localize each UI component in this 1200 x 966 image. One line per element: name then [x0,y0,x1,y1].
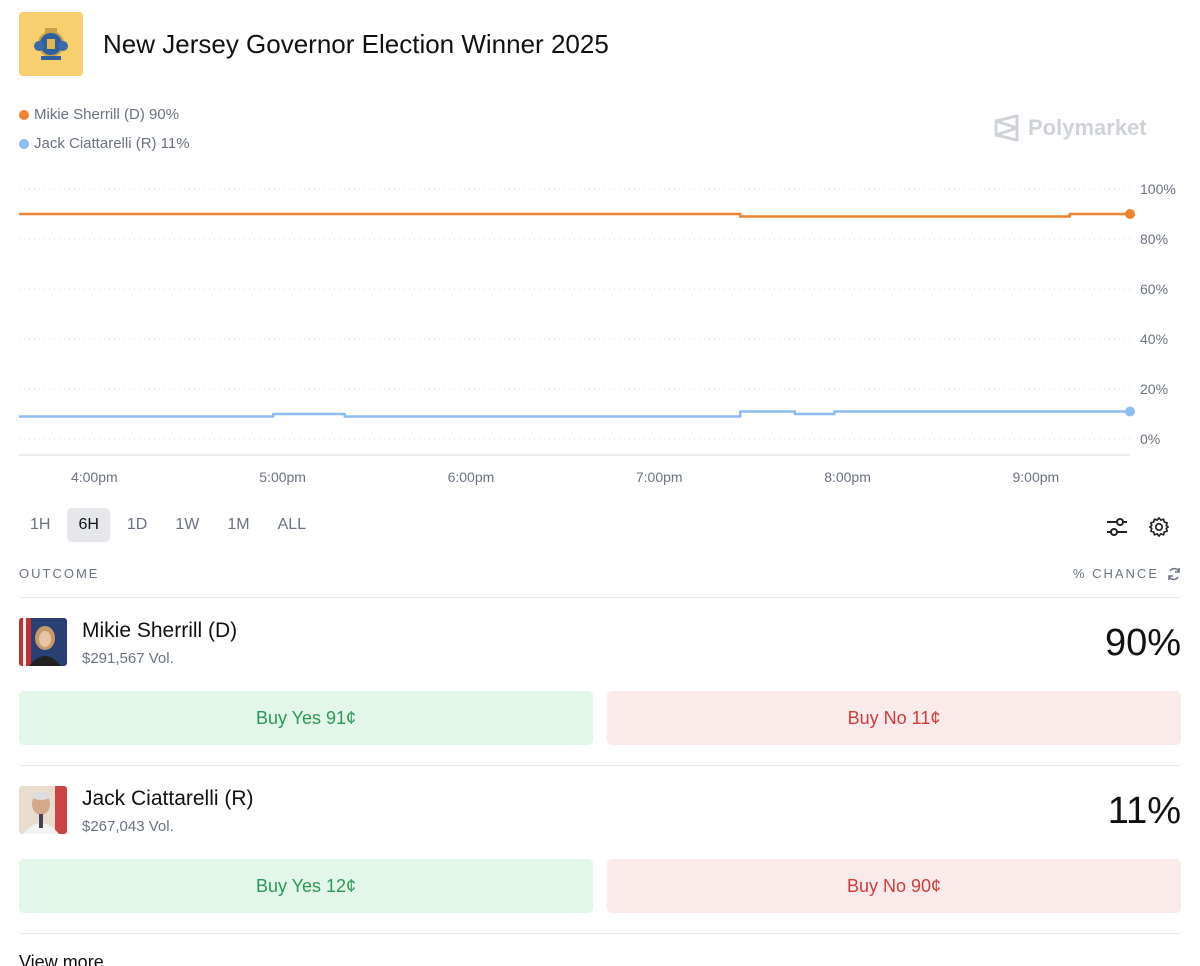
range-1h-button[interactable]: 1H [30,516,51,533]
nj-flag-icon [19,12,83,76]
polymarket-logo-icon [994,114,1019,142]
range-all-button[interactable]: ALL [277,516,307,533]
series-end-point-1 [1125,406,1135,417]
price-chart: 100% 80% 60% 40% 20% 0% 4:00pm 5:00pm 6:00pm 7:00… [19,181,1176,485]
view-more-link[interactable]: View more [19,952,104,966]
legend-item-sherrill: Mikie Sherrill (D) 90% [19,100,190,129]
outcome-name[interactable]: Jack Ciattarelli (R) [82,787,254,810]
outcome-name[interactable]: Mikie Sherrill (D) [82,619,238,642]
x-tick-label: 5:00pm [259,469,306,485]
x-tick-label: 4:00pm [71,469,118,485]
legend-item-ciattarelli: Jack Ciattarelli (R) 11% [19,129,190,158]
sliders-icon[interactable] [1104,514,1130,540]
avatar-sherrill [19,618,67,666]
chart-tools [1104,514,1172,540]
x-tick-label: 9:00pm [1012,469,1059,485]
chance-column-header: % CHANCE [1073,566,1181,581]
series-end-point-0 [1125,209,1135,219]
y-tick-label: 0% [1140,431,1160,447]
x-tick-label: 8:00pm [824,469,871,485]
divider [19,765,1181,766]
y-tick-label: 80% [1140,231,1168,247]
outcome-percent: 11% [1107,790,1181,832]
series-line-0 [19,212,1130,218]
range-1d-button[interactable]: 1D [126,516,148,533]
brand-name: Polymarket [1028,115,1147,140]
polymarket-watermark: Polymarket [994,114,1147,142]
series-line-1 [19,410,1130,418]
range-1m-button[interactable]: 1M [227,516,250,533]
outcome-percent: 90% [1104,622,1181,664]
range-1w-button[interactable]: 1W [175,516,200,533]
outcome-row-sherrill: Mikie Sherrill (D) $291,567 Vol. 90% Buy… [19,618,1181,778]
outcome-table-header: OUTCOME % CHANCE [19,566,1181,581]
legend-label-ciattarelli: Jack Ciattarelli (R) 11% [34,135,190,152]
y-tick-label: 60% [1140,281,1168,297]
outcome-row-ciattarelli: Jack Ciattarelli (R) $267,043 Vol. 11% B… [19,786,1181,946]
divider [19,597,1181,598]
buy-yes-button[interactable]: Buy Yes 91¢ [19,691,593,745]
x-tick-label: 6:00pm [448,469,495,485]
chance-column-label: % CHANCE [1072,566,1159,581]
y-tick-label: 100% [1140,181,1176,197]
divider [19,933,1181,934]
refresh-icon[interactable] [1167,567,1181,581]
y-tick-label: 20% [1140,381,1168,397]
legend-dot-ciattarelli [19,138,29,149]
avatar-ciattarelli [19,786,67,834]
x-tick-label: 7:00pm [636,469,683,485]
buy-no-button[interactable]: Buy No 11¢ [607,691,1181,745]
gear-icon[interactable] [1146,514,1172,540]
legend-dot-sherrill [19,109,29,120]
legend-label-sherrill: Mikie Sherrill (D) 90% [34,106,180,123]
outcome-volume: $291,567 Vol. [82,650,174,667]
buy-no-button[interactable]: Buy No 90¢ [607,859,1181,913]
outcome-volume: $267,043 Vol. [82,818,174,835]
outcome-column-label: OUTCOME [19,566,100,581]
range-6h-button[interactable]: 6H [67,508,110,542]
time-range-selector: 1H 6H 1D 1W 1M ALL [19,508,323,542]
y-tick-label: 40% [1140,331,1168,347]
page-title: New Jersey Governor Election Winner 2025 [103,28,609,59]
market-header: New Jersey Governor Election Winner 2025 [19,12,609,76]
buy-yes-button[interactable]: Buy Yes 12¢ [19,859,593,913]
chart-legend: Mikie Sherrill (D) 90% Jack Ciattarelli … [19,100,190,158]
